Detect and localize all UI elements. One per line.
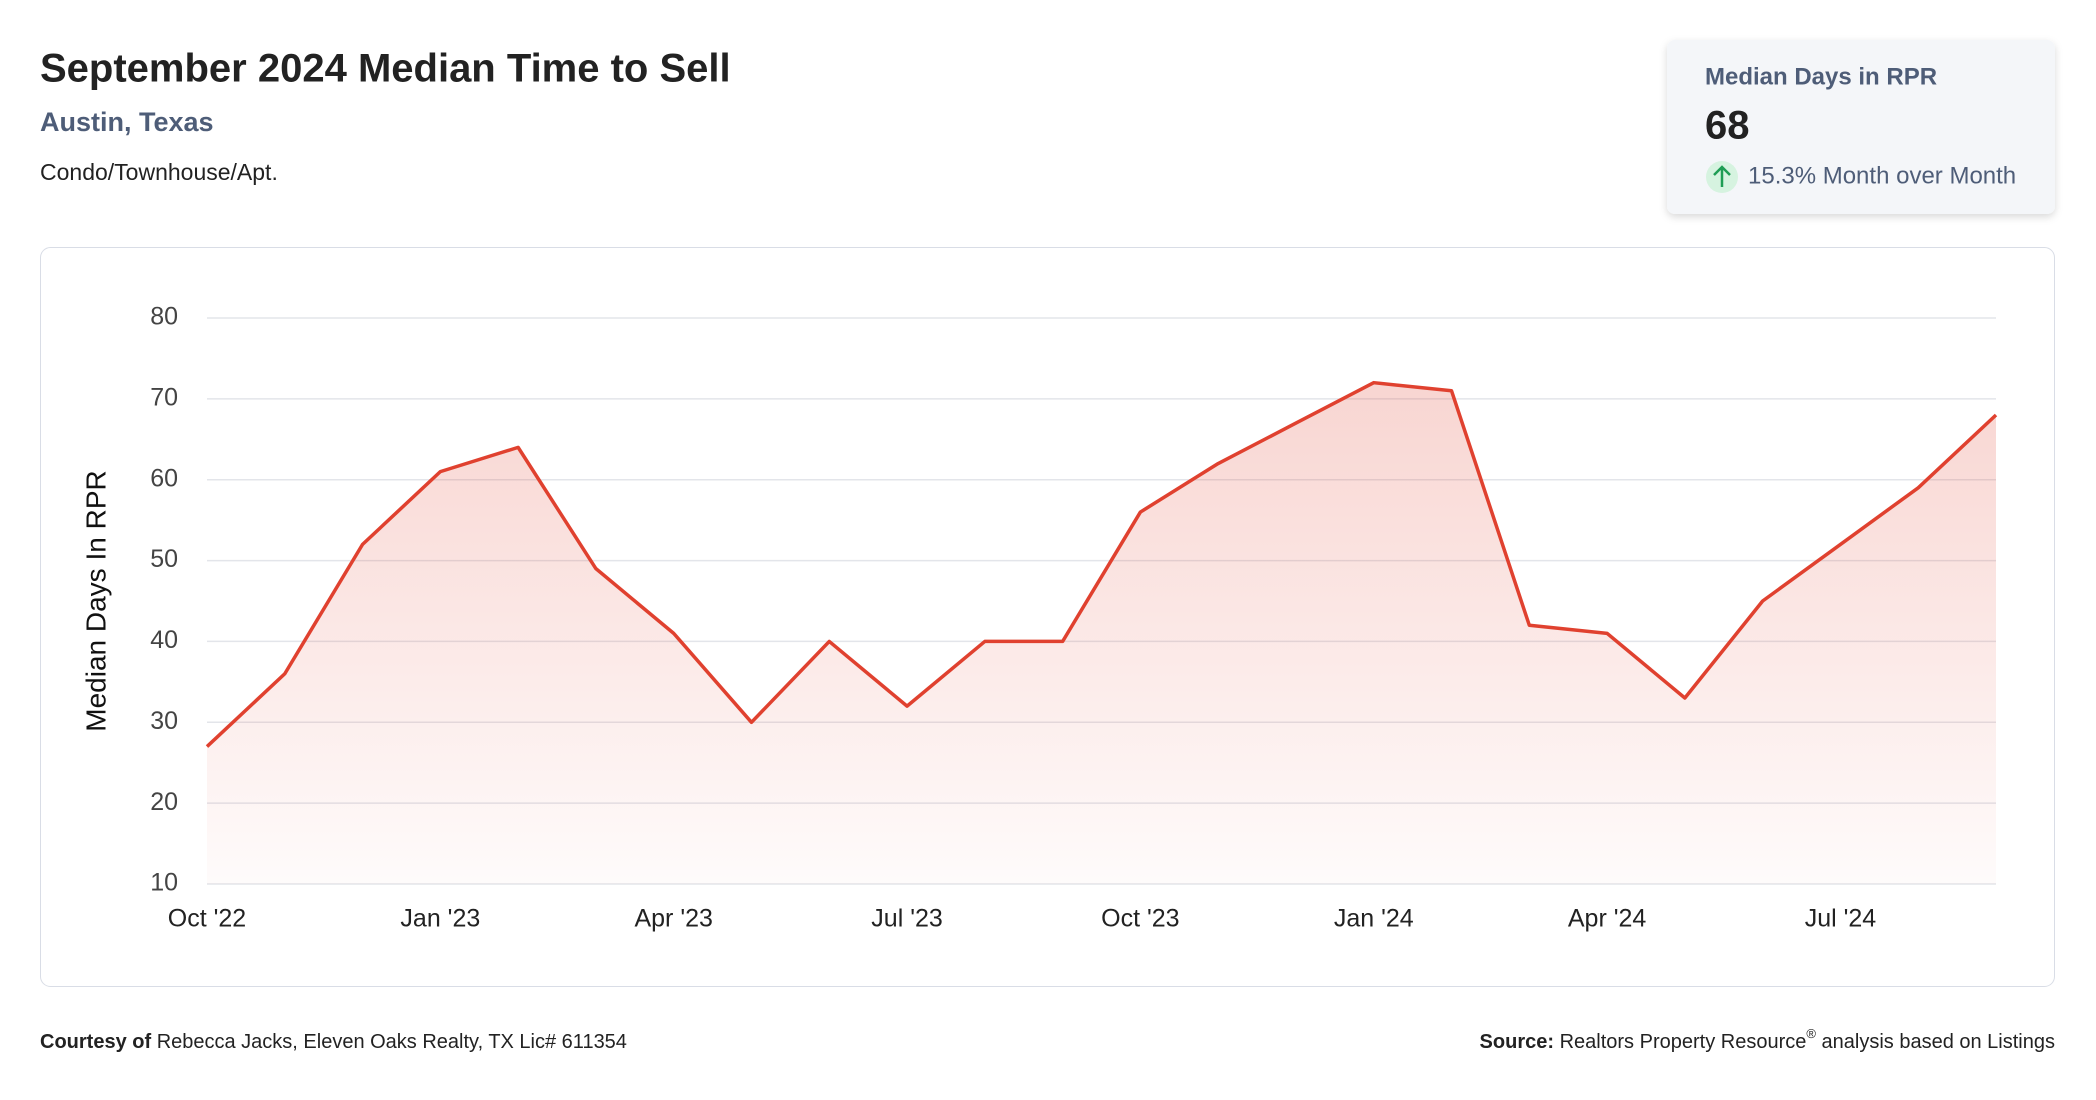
summary-card — [1667, 40, 2055, 214]
source-text: Realtors Property Resource — [1560, 1031, 1807, 1053]
source-mark: ® — [1806, 1026, 1816, 1041]
plot: 10 20 30 40 50 60 70 80 Oct '22 Jan '23 Apr '23 Jul… — [80, 303, 1998, 933]
subtitle: Austin, Texas — [40, 107, 214, 137]
card-value: 68 — [1705, 104, 1750, 148]
x-tick-label: Oct '22 — [168, 905, 246, 933]
y-tick-label: 50 — [150, 545, 178, 573]
up-arrow — [1713, 165, 1731, 187]
area — [207, 382, 1996, 884]
source-tail: analysis based on Listings — [1822, 1031, 2055, 1053]
y-tick-label: 70 — [150, 383, 178, 411]
y-tick-label: 20 — [150, 788, 178, 816]
y-axis-title: Median Days In RPR — [80, 470, 111, 731]
title: September 2024 Median Time to Sell — [40, 47, 731, 91]
y-tick-label: 10 — [150, 869, 178, 897]
x-tick-label: Jan '23 — [400, 905, 480, 933]
card-label: Median Days in RPR — [1705, 63, 1937, 90]
y-tick-label: 40 — [150, 626, 178, 654]
courtesy-text: Rebecca Jacks, Eleven Oaks Realty, TX Li… — [157, 1031, 627, 1053]
courtesy: Courtesy of Rebecca Jacks, Eleven Oaks R… — [40, 1031, 627, 1053]
x-tick-label: Jan '24 — [1334, 905, 1414, 933]
x-tick-label: Apr '24 — [1568, 905, 1647, 933]
x-tick-label: Jul '24 — [1805, 905, 1877, 933]
card-change: 15.3% Month over Month — [1748, 162, 2016, 189]
y-tick-label: 30 — [150, 707, 178, 735]
property-type: Condo/Townhouse/Apt. — [40, 159, 278, 185]
y-tick-label: 60 — [150, 464, 178, 492]
source-label: Source: — [1480, 1031, 1554, 1053]
x-tick-label: Oct '23 — [1101, 905, 1179, 933]
source: Source: Realtors Property Resource® anal… — [1480, 1023, 2055, 1053]
x-tick-label: Jul '23 — [871, 905, 942, 933]
courtesy-label: Courtesy of — [40, 1031, 151, 1053]
line — [205, 380, 1998, 748]
x-tick-label: Apr '23 — [634, 905, 712, 933]
y-tick-label: 80 — [150, 303, 178, 331]
